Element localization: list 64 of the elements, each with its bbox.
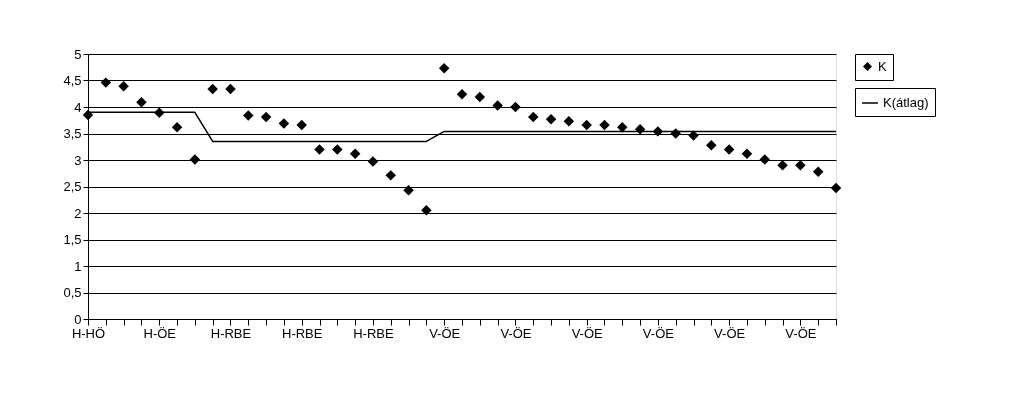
- point: [189, 154, 201, 165]
- point: [403, 184, 414, 196]
- y-tick-label: 1,5: [63, 232, 82, 247]
- point: [367, 156, 379, 167]
- point: [706, 139, 717, 151]
- x-tick-label: V-ÖE: [500, 325, 532, 341]
- point: [118, 81, 129, 92]
- y-tick-label: 5: [74, 46, 82, 62]
- point: [688, 130, 699, 141]
- point: [741, 148, 753, 159]
- point: [670, 128, 681, 139]
- x-tick-label: H-RBE: [353, 325, 394, 341]
- point: [474, 91, 486, 103]
- y-tick-label: 1: [74, 258, 82, 274]
- x-tick-label: V-ÖE: [642, 325, 675, 341]
- y-tick-label: 2,5: [63, 179, 82, 194]
- x-tick-label: H-RBE: [210, 325, 252, 341]
- point: [581, 119, 592, 131]
- point: [421, 205, 432, 216]
- y-tick-label: 0,5: [63, 285, 82, 300]
- point: [456, 89, 468, 100]
- x-tick-label: V-ÖE: [714, 325, 746, 341]
- point: [349, 148, 361, 159]
- point: [492, 100, 503, 111]
- point: [545, 113, 557, 125]
- x-tick-label: V-ÖE: [785, 325, 817, 341]
- point: [527, 111, 539, 123]
- y-tick-label: 2: [74, 205, 82, 221]
- legend-label: K: [878, 58, 887, 74]
- point: [225, 83, 236, 95]
- y-tick-label: 4: [74, 99, 82, 115]
- x-tick-label: H-RBE: [281, 325, 323, 341]
- point: [617, 121, 628, 133]
- point: [812, 166, 824, 177]
- point: [171, 121, 183, 133]
- point: [795, 160, 806, 171]
- point: [136, 96, 147, 108]
- point: [723, 144, 735, 155]
- point: [243, 110, 254, 121]
- point: [332, 144, 343, 155]
- x-tick-label: H-ÖE: [143, 325, 177, 341]
- point: [759, 154, 771, 165]
- point: [510, 101, 521, 113]
- x-tick-label: V-ÖE: [429, 325, 461, 341]
- point: [278, 118, 290, 129]
- point: [438, 63, 450, 74]
- y-tick-label: 0: [74, 311, 82, 327]
- x-tick-label: H-HÖ: [71, 325, 106, 341]
- point: [82, 109, 94, 121]
- point: [296, 119, 307, 131]
- point: [260, 111, 272, 123]
- point: [385, 170, 397, 181]
- point: [830, 182, 842, 194]
- point: [777, 160, 788, 171]
- legend-label: K(átlag): [883, 95, 929, 110]
- point: [563, 116, 575, 127]
- y-tick-label: 4,5: [63, 73, 82, 88]
- point: [100, 77, 112, 88]
- point: [207, 83, 218, 95]
- y-tick-label: 3: [74, 152, 82, 168]
- point: [314, 144, 325, 155]
- x-tick-label: V-ÖE: [571, 325, 604, 341]
- y-tick-label: 3,5: [63, 126, 82, 141]
- point: [599, 119, 610, 131]
